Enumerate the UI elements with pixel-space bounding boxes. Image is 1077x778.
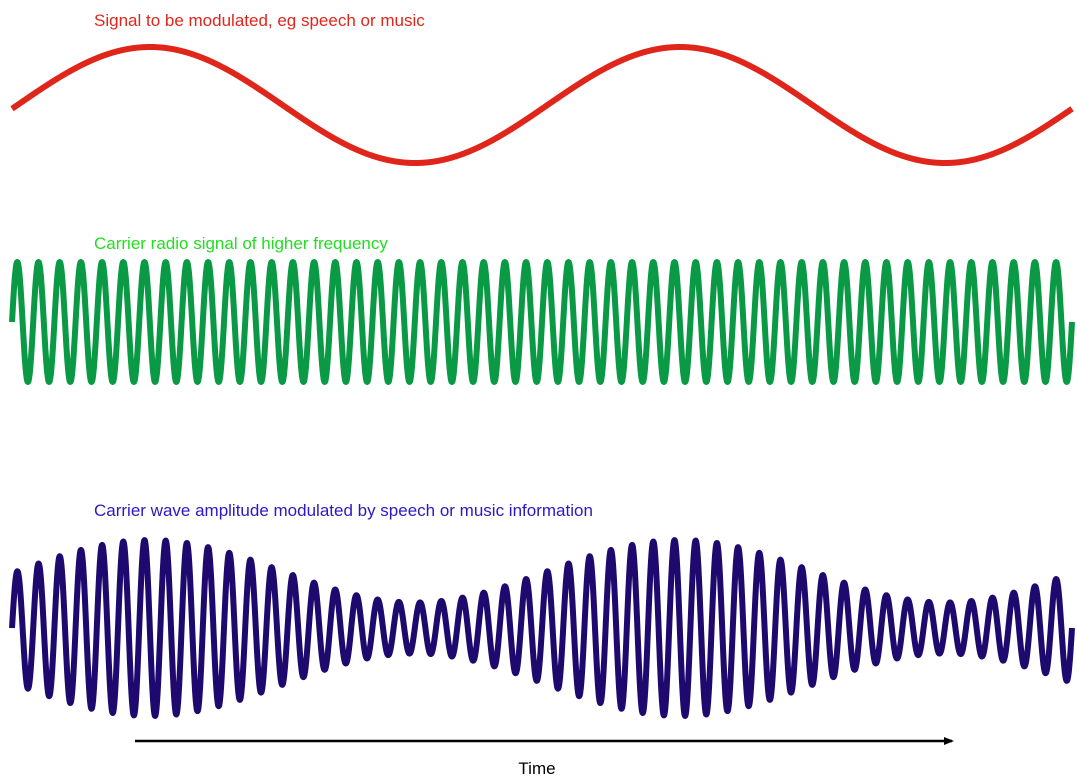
message-signal-label: Signal to be modulated, eg speech or mus…: [94, 11, 425, 30]
modulated-signal-wave: [9, 537, 1075, 719]
message-signal-wave: [9, 44, 1075, 166]
carrier-signal-label: Carrier radio signal of higher frequency: [94, 234, 388, 253]
carrier-signal-wave: [9, 259, 1075, 385]
modulated-signal-label: Carrier wave amplitude modulated by spee…: [94, 501, 593, 520]
time-axis-label: Time: [518, 759, 555, 778]
